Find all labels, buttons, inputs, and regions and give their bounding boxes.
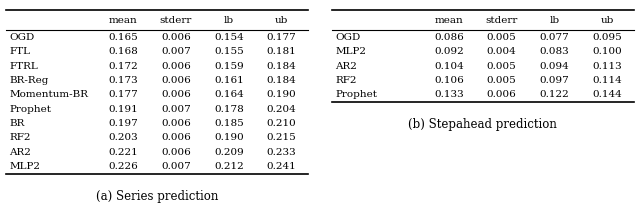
Text: 0.155: 0.155 bbox=[214, 47, 244, 56]
Text: 0.005: 0.005 bbox=[487, 76, 516, 85]
Text: 0.114: 0.114 bbox=[593, 76, 622, 85]
Text: mean: mean bbox=[435, 16, 463, 25]
Text: 0.077: 0.077 bbox=[540, 33, 570, 42]
Text: 0.221: 0.221 bbox=[108, 148, 138, 157]
Text: 0.097: 0.097 bbox=[540, 76, 570, 85]
Text: BR-Reg: BR-Reg bbox=[10, 76, 49, 85]
Text: RF2: RF2 bbox=[335, 76, 356, 85]
Text: (a) Series prediction: (a) Series prediction bbox=[96, 190, 218, 203]
Text: MLP2: MLP2 bbox=[335, 47, 366, 56]
Text: lb: lb bbox=[224, 16, 234, 25]
Text: 0.154: 0.154 bbox=[214, 33, 244, 42]
Text: 0.113: 0.113 bbox=[593, 62, 622, 71]
Text: ub: ub bbox=[600, 16, 614, 25]
Text: 0.185: 0.185 bbox=[214, 119, 244, 128]
Text: 0.204: 0.204 bbox=[267, 105, 296, 114]
Text: 0.184: 0.184 bbox=[267, 76, 296, 85]
Text: 0.209: 0.209 bbox=[214, 148, 244, 157]
Text: OGD: OGD bbox=[10, 33, 35, 42]
Text: 0.212: 0.212 bbox=[214, 162, 244, 171]
Text: mean: mean bbox=[109, 16, 138, 25]
Text: 0.004: 0.004 bbox=[487, 47, 516, 56]
Text: 0.161: 0.161 bbox=[214, 76, 244, 85]
Text: 0.095: 0.095 bbox=[593, 33, 622, 42]
Text: 0.165: 0.165 bbox=[108, 33, 138, 42]
Text: 0.215: 0.215 bbox=[267, 134, 296, 142]
Text: 0.007: 0.007 bbox=[161, 47, 191, 56]
Text: 0.122: 0.122 bbox=[540, 90, 570, 99]
Text: AR2: AR2 bbox=[335, 62, 357, 71]
Text: 0.005: 0.005 bbox=[487, 33, 516, 42]
Text: 0.181: 0.181 bbox=[267, 47, 296, 56]
Text: Prophet: Prophet bbox=[10, 105, 51, 114]
Text: stderr: stderr bbox=[160, 16, 192, 25]
Text: 0.144: 0.144 bbox=[593, 90, 622, 99]
Text: 0.092: 0.092 bbox=[434, 47, 464, 56]
Text: RF2: RF2 bbox=[10, 134, 31, 142]
Text: 0.164: 0.164 bbox=[214, 90, 244, 99]
Text: OGD: OGD bbox=[335, 33, 360, 42]
Text: 0.233: 0.233 bbox=[267, 148, 296, 157]
Text: FTRL: FTRL bbox=[10, 62, 38, 71]
Text: 0.006: 0.006 bbox=[161, 90, 191, 99]
Text: 0.177: 0.177 bbox=[108, 90, 138, 99]
Text: 0.100: 0.100 bbox=[593, 47, 622, 56]
Text: 0.191: 0.191 bbox=[108, 105, 138, 114]
Text: 0.197: 0.197 bbox=[108, 119, 138, 128]
Text: 0.006: 0.006 bbox=[487, 90, 516, 99]
Text: 0.006: 0.006 bbox=[161, 76, 191, 85]
Text: 0.007: 0.007 bbox=[161, 162, 191, 171]
Text: 0.005: 0.005 bbox=[487, 62, 516, 71]
Text: 0.177: 0.177 bbox=[267, 33, 296, 42]
Text: 0.086: 0.086 bbox=[434, 33, 464, 42]
Text: MLP2: MLP2 bbox=[10, 162, 40, 171]
Text: 0.173: 0.173 bbox=[108, 76, 138, 85]
Text: 0.184: 0.184 bbox=[267, 62, 296, 71]
Text: 0.226: 0.226 bbox=[108, 162, 138, 171]
Text: stderr: stderr bbox=[486, 16, 518, 25]
Text: 0.168: 0.168 bbox=[108, 47, 138, 56]
Text: Prophet: Prophet bbox=[335, 90, 377, 99]
Text: 0.178: 0.178 bbox=[214, 105, 244, 114]
Text: 0.203: 0.203 bbox=[108, 134, 138, 142]
Text: 0.006: 0.006 bbox=[161, 33, 191, 42]
Text: (b) Stepahead prediction: (b) Stepahead prediction bbox=[408, 118, 557, 131]
Text: 0.094: 0.094 bbox=[540, 62, 570, 71]
Text: 0.172: 0.172 bbox=[108, 62, 138, 71]
Text: 0.106: 0.106 bbox=[434, 76, 464, 85]
Text: AR2: AR2 bbox=[10, 148, 31, 157]
Text: Momentum-BR: Momentum-BR bbox=[10, 90, 88, 99]
Text: 0.006: 0.006 bbox=[161, 148, 191, 157]
Text: 0.007: 0.007 bbox=[161, 105, 191, 114]
Text: 0.190: 0.190 bbox=[267, 90, 296, 99]
Text: 0.133: 0.133 bbox=[434, 90, 464, 99]
Text: ub: ub bbox=[275, 16, 288, 25]
Text: 0.190: 0.190 bbox=[214, 134, 244, 142]
Text: 0.159: 0.159 bbox=[214, 62, 244, 71]
Text: 0.083: 0.083 bbox=[540, 47, 570, 56]
Text: BR: BR bbox=[10, 119, 25, 128]
Text: 0.241: 0.241 bbox=[267, 162, 296, 171]
Text: 0.006: 0.006 bbox=[161, 134, 191, 142]
Text: 0.210: 0.210 bbox=[267, 119, 296, 128]
Text: lb: lb bbox=[549, 16, 559, 25]
Text: 0.104: 0.104 bbox=[434, 62, 464, 71]
Text: 0.006: 0.006 bbox=[161, 119, 191, 128]
Text: FTL: FTL bbox=[10, 47, 31, 56]
Text: 0.006: 0.006 bbox=[161, 62, 191, 71]
